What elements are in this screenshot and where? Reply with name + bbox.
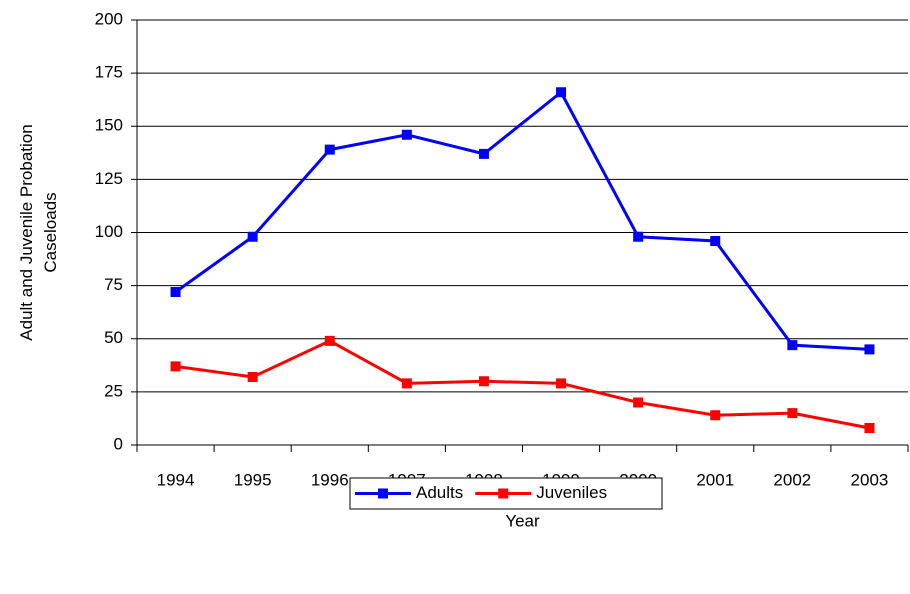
legend-marker [378,488,388,499]
point [401,129,412,140]
y-tick-label: 50 [104,328,123,347]
point [556,87,567,98]
point [710,410,721,421]
y-tick-label: 25 [104,381,123,400]
point [401,378,412,389]
point [324,144,335,155]
legend: Adults Juveniles [349,477,663,510]
x-tick-label: 2003 [851,470,889,489]
point [710,236,721,246]
point [864,423,875,433]
point [170,361,181,372]
x-tick-label: 1994 [157,470,195,489]
series-line [175,339,870,430]
y-tick-label: 125 [95,169,123,188]
point [787,340,798,351]
legend-label: Juveniles [536,483,607,502]
x-tick-label: 1996 [311,470,349,489]
y-tick-label: 0 [114,434,123,453]
x-axis-title: Year [505,511,540,530]
point [633,231,644,242]
x-tick-label: 2002 [773,470,811,489]
y-axis-title: Adult and Juvenile Probation Caseloads [17,124,60,340]
series-line [174,89,870,351]
point [478,376,489,387]
x-tick-label: 2001 [696,470,734,489]
point [247,231,258,242]
point [170,287,181,297]
y-tick-label: 200 [95,9,123,28]
point [864,344,875,355]
y-tick-label: 175 [95,63,123,82]
point [324,335,335,346]
point [478,148,489,159]
legend-label: Adults [416,483,463,502]
point [247,372,258,382]
point [787,408,798,419]
y-axis-title-line: Adult and Juvenile Probation [17,124,36,340]
legend-marker [498,488,509,499]
y-tick-label: 75 [104,275,123,294]
point [556,378,567,389]
y-tick-label: 150 [95,116,123,135]
y-axis-title-line: Caseloads [41,192,60,272]
y-tick-label: 100 [95,222,123,241]
x-tick-label: 1995 [234,470,272,489]
point [633,397,644,408]
